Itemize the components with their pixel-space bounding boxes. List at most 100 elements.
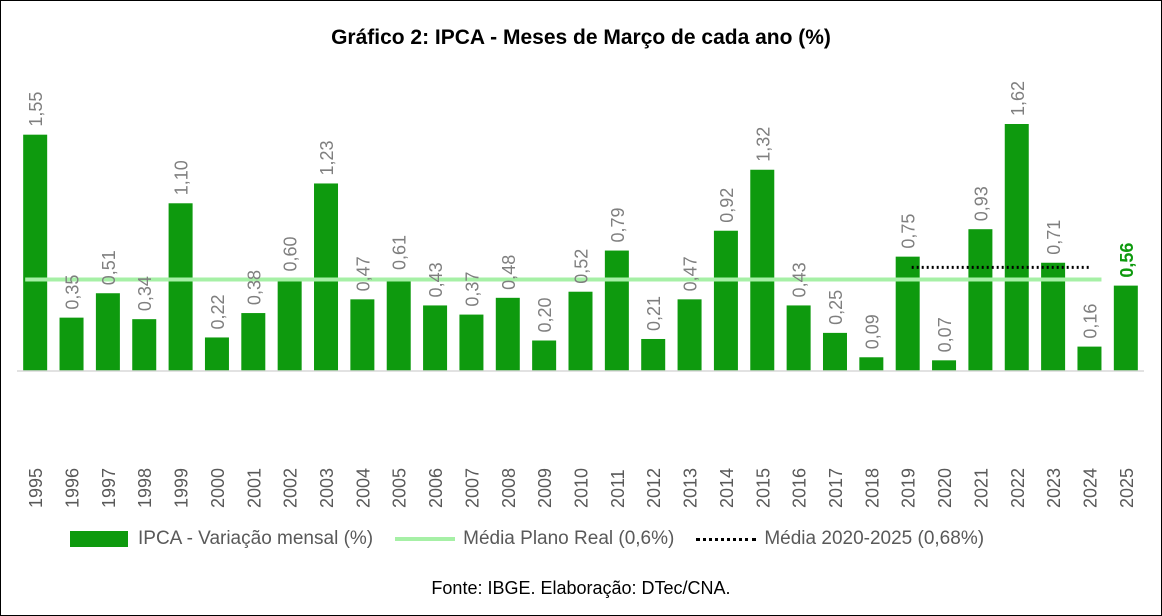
bar-2013 bbox=[677, 299, 702, 371]
bar-2000 bbox=[204, 337, 229, 371]
data-label-2006: 0,43 bbox=[426, 262, 446, 297]
x-tick-label-2020: 2020 bbox=[935, 468, 955, 508]
legend-item-media-plano-real: Média Plano Real (0,6%) bbox=[395, 528, 674, 550]
bar-2011 bbox=[604, 250, 629, 371]
bar-2016 bbox=[786, 305, 811, 371]
bar-2010 bbox=[568, 291, 593, 371]
bar-2017 bbox=[822, 332, 847, 371]
legend-label-media-2020-2025: Média 2020-2025 (0,68%) bbox=[764, 528, 985, 549]
bar-2024 bbox=[1077, 346, 1102, 371]
data-label-2001: 0,38 bbox=[244, 270, 264, 305]
legend-swatch-dots bbox=[696, 537, 757, 541]
x-tick-label-1999: 1999 bbox=[172, 468, 192, 508]
x-tick-label-2011: 2011 bbox=[608, 469, 628, 508]
x-tick-label-2012: 2012 bbox=[644, 468, 664, 508]
x-tick-label-2007: 2007 bbox=[462, 468, 482, 508]
bar-2002 bbox=[277, 279, 302, 371]
data-label-1999: 1,10 bbox=[172, 160, 192, 195]
bar-1999 bbox=[168, 203, 193, 371]
bar-2005 bbox=[386, 277, 411, 371]
x-tick-label-2019: 2019 bbox=[899, 468, 919, 508]
data-label-2017: 0,25 bbox=[826, 290, 846, 325]
legend-swatch-line bbox=[395, 537, 456, 541]
bar-2018 bbox=[859, 357, 884, 371]
legend-item-media-2020-2025: Média 2020-2025 (0,68%) bbox=[696, 528, 984, 550]
bar-2019 bbox=[895, 256, 920, 371]
x-tick-label-2013: 2013 bbox=[681, 468, 701, 508]
x-tick-label-2016: 2016 bbox=[790, 468, 810, 508]
x-tick-label-2018: 2018 bbox=[862, 468, 882, 508]
chart-source: Fonte: IBGE. Elaboração: DTec/CNA. bbox=[431, 578, 731, 598]
bar-2001 bbox=[241, 313, 266, 371]
data-label-2002: 0,60 bbox=[281, 236, 301, 271]
x-tick-label-2008: 2008 bbox=[499, 468, 519, 508]
x-tick-label-2017: 2017 bbox=[826, 468, 846, 508]
x-tick-label-2002: 2002 bbox=[281, 468, 301, 508]
data-label-2012: 0,21 bbox=[644, 296, 664, 331]
x-tick-label-1996: 1996 bbox=[63, 468, 83, 508]
legend-label-ipca: IPCA - Variação mensal (%) bbox=[138, 528, 374, 549]
x-tick-label-2004: 2004 bbox=[353, 468, 373, 508]
bar-2004 bbox=[350, 299, 375, 371]
bar-2007 bbox=[459, 314, 484, 371]
legend-item-ipca: IPCA - Variação mensal (%) bbox=[70, 528, 373, 550]
data-label-2022: 1,62 bbox=[1008, 81, 1028, 116]
x-tick-label-2023: 2023 bbox=[1044, 468, 1064, 508]
data-label-2005: 0,61 bbox=[390, 235, 410, 270]
x-tick-label-2014: 2014 bbox=[717, 468, 737, 508]
x-tick-label-2005: 2005 bbox=[390, 468, 410, 508]
bar-2014 bbox=[713, 230, 738, 371]
data-label-2021: 0,93 bbox=[971, 186, 991, 221]
bar-2012 bbox=[641, 338, 666, 371]
data-label-2024: 0,16 bbox=[1080, 304, 1100, 339]
x-tick-label-2009: 2009 bbox=[535, 468, 555, 508]
bar-1996 bbox=[59, 317, 84, 371]
x-tick-label-2022: 2022 bbox=[1008, 468, 1028, 508]
bar-2015 bbox=[750, 169, 775, 371]
x-tick-label-2024: 2024 bbox=[1080, 468, 1100, 508]
data-label-2014: 0,92 bbox=[717, 188, 737, 223]
data-label-1998: 0,34 bbox=[135, 276, 155, 311]
x-tick-label-2006: 2006 bbox=[426, 468, 446, 508]
data-label-2007: 0,37 bbox=[462, 272, 482, 307]
x-tick-label-2001: 2001 bbox=[244, 468, 264, 508]
bar-2022 bbox=[1004, 124, 1029, 371]
x-tick-label-2000: 2000 bbox=[208, 468, 228, 508]
chart-title: Gráfico 2: IPCA - Meses de Março de cada… bbox=[331, 26, 831, 49]
data-label-2003: 1,23 bbox=[317, 140, 337, 175]
x-tick-label-2025: 2025 bbox=[1117, 468, 1137, 508]
data-label-2015: 1,32 bbox=[753, 127, 773, 162]
data-label-2004: 0,47 bbox=[353, 256, 373, 291]
data-label-2025: 0,56 bbox=[1117, 243, 1137, 278]
x-tick-label-2003: 2003 bbox=[317, 468, 337, 508]
x-tick-label-1998: 1998 bbox=[135, 468, 155, 508]
bar-2003 bbox=[314, 183, 339, 371]
chart-legend: IPCA - Variação mensal (%) Média Plano R… bbox=[70, 526, 1006, 552]
data-label-2011: 0,79 bbox=[608, 208, 628, 243]
data-label-2020: 0,07 bbox=[935, 317, 955, 352]
data-label-2009: 0,20 bbox=[535, 297, 555, 332]
legend-label-media-plano-real: Média Plano Real (0,6%) bbox=[463, 528, 675, 549]
data-label-2019: 0,75 bbox=[899, 214, 919, 249]
x-tick-label-2010: 2010 bbox=[572, 468, 592, 508]
data-label-2023: 0,71 bbox=[1044, 220, 1064, 255]
x-tick-label-2021: 2021 bbox=[971, 468, 991, 508]
data-label-1996: 0,35 bbox=[63, 275, 83, 310]
bar-1998 bbox=[132, 319, 157, 371]
legend-swatch-bar bbox=[70, 531, 128, 547]
data-label-2010: 0,52 bbox=[572, 249, 592, 284]
x-tick-label-1995: 1995 bbox=[26, 468, 46, 508]
data-label-2000: 0,22 bbox=[208, 294, 228, 329]
bar-1995 bbox=[23, 134, 48, 371]
x-tick-label-2015: 2015 bbox=[753, 468, 773, 508]
bar-2009 bbox=[532, 340, 557, 371]
data-label-1995: 1,55 bbox=[26, 92, 46, 127]
x-tick-label-1997: 1997 bbox=[99, 468, 119, 508]
bar-2025 bbox=[1113, 285, 1138, 371]
bar-2006 bbox=[423, 305, 448, 371]
bar-2008 bbox=[495, 297, 520, 371]
data-label-2018: 0,09 bbox=[862, 314, 882, 349]
bar-2020 bbox=[932, 360, 957, 371]
data-label-2008: 0,48 bbox=[499, 255, 519, 290]
bar-1997 bbox=[95, 293, 120, 371]
